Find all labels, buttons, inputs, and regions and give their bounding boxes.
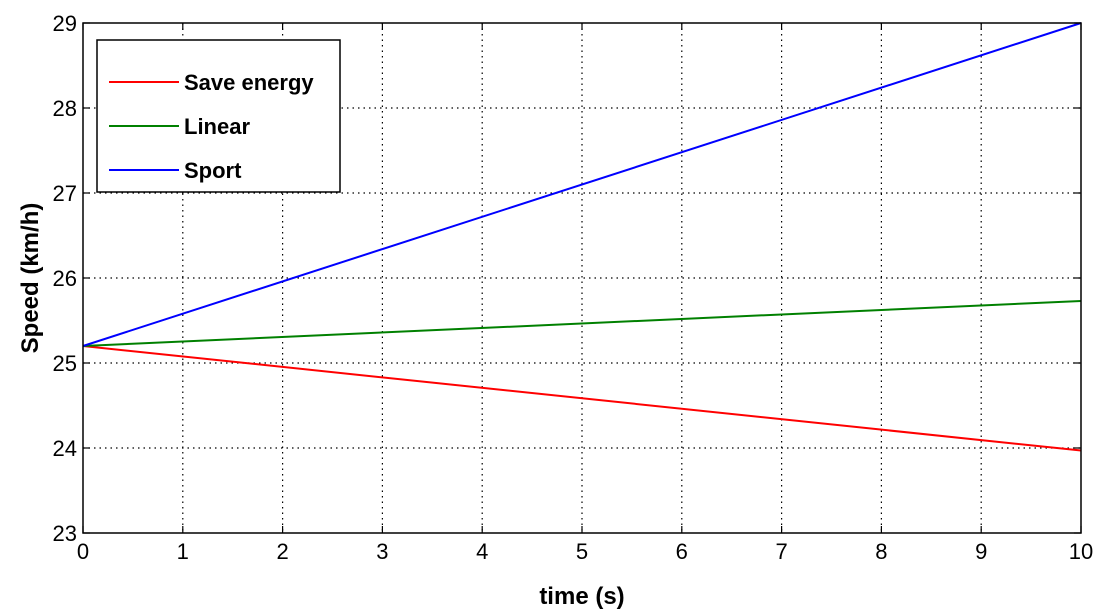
series-line-linear bbox=[82, 299, 1082, 347]
y-axis-label: Speed (km/h) bbox=[17, 203, 44, 354]
x-tick-label: 4 bbox=[476, 539, 488, 564]
y-tick-label: 24 bbox=[53, 436, 77, 461]
x-tick-label: 1 bbox=[177, 539, 189, 564]
legend-label: Linear bbox=[184, 114, 250, 139]
x-tick-label: 2 bbox=[276, 539, 288, 564]
x-tick-label: 10 bbox=[1069, 539, 1093, 564]
series-line-save-energy bbox=[82, 345, 1082, 452]
legend: Save energy Linear Sport bbox=[96, 39, 341, 193]
x-tick-label: 3 bbox=[376, 539, 388, 564]
y-tick-label: 27 bbox=[53, 181, 77, 206]
x-tick-label: 5 bbox=[576, 539, 588, 564]
x-tick-label: 6 bbox=[676, 539, 688, 564]
x-tick-label: 0 bbox=[77, 539, 89, 564]
series-line-sport bbox=[82, 22, 1082, 347]
axis-ticks bbox=[82, 22, 1082, 534]
y-tick-label: 23 bbox=[53, 521, 77, 546]
x-tick-label: 7 bbox=[775, 539, 787, 564]
y-tick-label: 29 bbox=[53, 11, 77, 36]
x-axis-label: time (s) bbox=[539, 583, 624, 610]
legend-box bbox=[96, 39, 341, 193]
series-lines bbox=[82, 22, 1082, 452]
x-tick-label: 9 bbox=[975, 539, 987, 564]
y-tick-label: 28 bbox=[53, 96, 77, 121]
x-tick-labels: 0 1 2 3 4 5 6 7 8 9 10 bbox=[77, 539, 1093, 564]
y-tick-labels: 23 24 25 26 27 28 29 bbox=[53, 11, 77, 546]
x-tick-label: 8 bbox=[875, 539, 887, 564]
y-tick-label: 26 bbox=[53, 266, 77, 291]
legend-label: Sport bbox=[184, 158, 242, 183]
legend-label: Save energy bbox=[184, 70, 314, 95]
y-tick-label: 25 bbox=[53, 351, 77, 376]
